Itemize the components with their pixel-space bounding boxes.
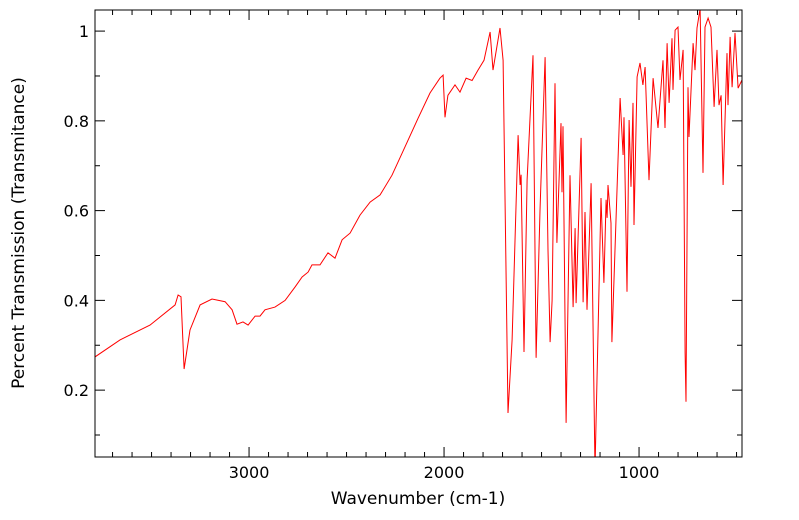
- y-axis-label: Percent Transmission (Transmitance): [9, 77, 29, 389]
- x-tick-label: 3000: [229, 463, 270, 482]
- x-tick-label: 2000: [424, 463, 465, 482]
- plot-frame: [94, 9, 743, 458]
- x-axis-label: Wavenumber (cm-1): [331, 489, 506, 509]
- spectrum-line: [95, 10, 742, 457]
- x-tick-label: 1000: [619, 463, 660, 482]
- y-tick-label: 0.2: [64, 381, 89, 400]
- y-tick-label: 0.6: [64, 202, 89, 221]
- axis-ticks: [95, 10, 742, 457]
- y-tick-label: 0.8: [64, 112, 89, 131]
- y-tick-label: 0.4: [64, 291, 89, 310]
- tick-labels: 3000 2000 1000 0.2 0.4 0.6 0.8 1: [64, 22, 660, 482]
- y-tick-label: 1: [79, 22, 89, 41]
